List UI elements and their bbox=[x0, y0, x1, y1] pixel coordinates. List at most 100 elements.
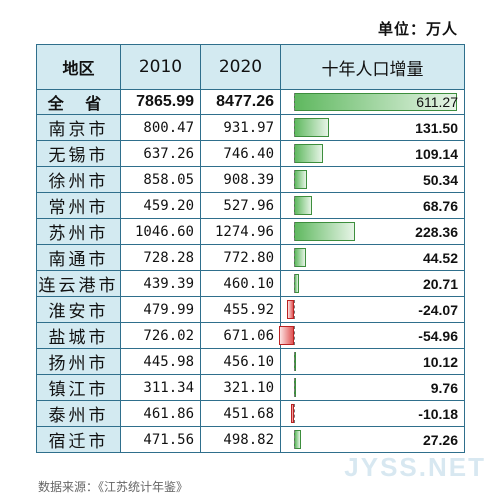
growth-bar-cell: -10.18 bbox=[280, 400, 465, 427]
region-cell: 南通市 bbox=[36, 244, 121, 271]
value-2020-cell: 671.06 bbox=[200, 322, 281, 349]
region-cell: 盐城市 bbox=[36, 322, 121, 349]
growth-bar-cell: 50.34 bbox=[280, 166, 465, 193]
zero-axis-line bbox=[293, 170, 295, 189]
population-table-frame: 单位：万人 地区 2010 2020 十年人口增量 全 省 7865.99 8477… bbox=[36, 14, 465, 466]
value-2010-cell: 479.99 bbox=[120, 296, 201, 323]
region-cell: 无锡市 bbox=[36, 140, 121, 167]
zero-axis-line bbox=[293, 404, 295, 423]
region-cell: 苏州市 bbox=[36, 218, 121, 245]
region-cell: 南京市 bbox=[36, 114, 121, 141]
growth-bar-cell: 44.52 bbox=[280, 244, 465, 271]
table-row: 南京市 800.47 931.97 131.50 bbox=[36, 114, 465, 141]
value-2010-cell: 800.47 bbox=[120, 114, 201, 141]
positive-growth-bar bbox=[293, 118, 329, 137]
value-2020-cell: 498.82 bbox=[200, 426, 281, 453]
header-row: 地区 2010 2020 十年人口增量 bbox=[36, 44, 465, 90]
growth-bar-cell: 611.27 bbox=[280, 89, 465, 115]
growth-bar-cell: -54.96 bbox=[279, 322, 465, 349]
region-cell: 连云港市 bbox=[36, 270, 121, 297]
zero-axis-line bbox=[293, 248, 295, 267]
positive-growth-bar bbox=[293, 144, 323, 163]
growth-value: 9.76 bbox=[430, 379, 458, 396]
growth-value: -10.18 bbox=[418, 405, 458, 422]
value-2020-cell: 460.10 bbox=[200, 270, 281, 297]
growth-value: 50.34 bbox=[422, 171, 458, 188]
zero-axis-line bbox=[293, 144, 295, 163]
value-2010-cell: 445.98 bbox=[120, 348, 201, 375]
table-row: 盐城市 726.02 671.06 -54.96 bbox=[36, 322, 465, 349]
table-row: 淮安市 479.99 455.92 -24.07 bbox=[36, 296, 465, 323]
value-2010-cell: 461.86 bbox=[120, 400, 201, 427]
header-growth: 十年人口增量 bbox=[280, 44, 465, 90]
zero-axis-line bbox=[293, 300, 295, 319]
zero-axis-line bbox=[293, 378, 295, 397]
zero-axis-line bbox=[293, 352, 295, 371]
region-cell: 镇江市 bbox=[36, 374, 121, 401]
region-cell: 淮安市 bbox=[36, 296, 121, 323]
zero-axis-line bbox=[293, 326, 295, 345]
value-2020-cell: 8477.26 bbox=[200, 89, 281, 115]
positive-growth-bar bbox=[293, 222, 355, 241]
table-row: 无锡市 637.26 746.40 109.14 bbox=[36, 140, 465, 167]
zero-axis-line bbox=[293, 274, 295, 293]
value-2020-cell: 772.80 bbox=[200, 244, 281, 271]
positive-growth-bar bbox=[293, 170, 308, 189]
table-row: 苏州市 1046.60 1274.96 228.36 bbox=[36, 218, 465, 245]
positive-growth-bar bbox=[293, 430, 301, 449]
value-2010-cell: 858.05 bbox=[120, 166, 201, 193]
growth-bar-cell: 20.71 bbox=[280, 270, 465, 297]
watermark: JYSS.NET bbox=[344, 452, 486, 482]
growth-bar-cell: -24.07 bbox=[280, 296, 465, 323]
growth-value: 20.71 bbox=[422, 275, 458, 292]
growth-value: 10.12 bbox=[422, 353, 458, 370]
growth-bar-cell: 9.76 bbox=[280, 374, 465, 401]
value-2010-cell: 7865.99 bbox=[120, 89, 201, 115]
growth-bar-cell: 109.14 bbox=[280, 140, 465, 167]
region-cell: 常州市 bbox=[36, 192, 121, 219]
population-table: 地区 2010 2020 十年人口增量 全 省 7865.99 8477.26 611… bbox=[36, 44, 465, 453]
table-row: 镇江市 311.34 321.10 9.76 bbox=[36, 374, 465, 401]
value-2020-cell: 455.92 bbox=[200, 296, 281, 323]
table-row: 常州市 459.20 527.96 68.76 bbox=[36, 192, 465, 219]
zero-axis-line bbox=[293, 196, 295, 215]
growth-bar-cell: 228.36 bbox=[280, 218, 465, 245]
value-2010-cell: 311.34 bbox=[120, 374, 201, 401]
value-2010-cell: 459.20 bbox=[120, 192, 201, 219]
zero-axis-line bbox=[293, 222, 295, 241]
region-cell: 全 省 bbox=[36, 89, 121, 115]
header-2010: 2010 bbox=[120, 44, 201, 90]
value-2010-cell: 439.39 bbox=[120, 270, 201, 297]
table-row: 扬州市 445.98 456.10 10.12 bbox=[36, 348, 465, 375]
value-2020-cell: 321.10 bbox=[200, 374, 281, 401]
total-row: 全 省 7865.99 8477.26 611.27 bbox=[36, 89, 465, 115]
value-2020-cell: 1274.96 bbox=[200, 218, 281, 245]
table-row: 南通市 728.28 772.80 44.52 bbox=[36, 244, 465, 271]
table-row: 徐州市 858.05 908.39 50.34 bbox=[36, 166, 465, 193]
value-2010-cell: 728.28 bbox=[120, 244, 201, 271]
zero-axis-line bbox=[293, 93, 295, 111]
value-2020-cell: 456.10 bbox=[200, 348, 281, 375]
table-row: 泰州市 461.86 451.68 -10.18 bbox=[36, 400, 465, 427]
value-2020-cell: 908.39 bbox=[200, 166, 281, 193]
negative-growth-bar bbox=[279, 326, 294, 345]
value-2010-cell: 726.02 bbox=[120, 322, 201, 349]
value-2010-cell: 471.56 bbox=[120, 426, 201, 453]
value-2020-cell: 451.68 bbox=[200, 400, 281, 427]
region-cell: 扬州市 bbox=[36, 348, 121, 375]
growth-value: 27.26 bbox=[422, 431, 458, 448]
growth-bar-cell: 27.26 bbox=[280, 426, 465, 453]
negative-growth-bar bbox=[287, 300, 294, 319]
growth-bar-cell: 131.50 bbox=[280, 114, 465, 141]
growth-value: 228.36 bbox=[415, 223, 458, 240]
zero-axis-line bbox=[293, 118, 295, 137]
growth-value: -54.96 bbox=[418, 327, 458, 344]
positive-growth-bar bbox=[293, 248, 306, 267]
growth-value: 109.14 bbox=[415, 145, 458, 162]
value-2010-cell: 1046.60 bbox=[120, 218, 201, 245]
growth-bar-cell: 10.12 bbox=[280, 348, 465, 375]
value-2010-cell: 637.26 bbox=[120, 140, 201, 167]
positive-growth-bar bbox=[293, 196, 313, 215]
zero-axis-line bbox=[293, 430, 295, 449]
value-2020-cell: 931.97 bbox=[200, 114, 281, 141]
